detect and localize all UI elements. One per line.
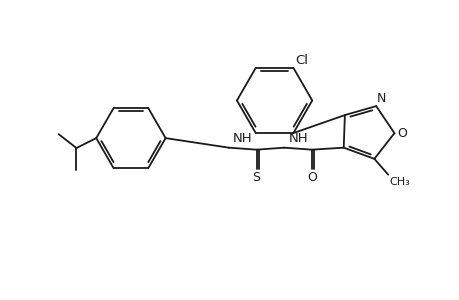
Text: O: O <box>397 127 406 140</box>
Text: CH₃: CH₃ <box>388 177 409 187</box>
Text: S: S <box>252 172 260 184</box>
Text: N: N <box>376 92 386 105</box>
Text: NH: NH <box>288 132 307 145</box>
Text: NH: NH <box>232 132 252 145</box>
Text: Cl: Cl <box>295 54 308 67</box>
Text: O: O <box>307 172 316 184</box>
